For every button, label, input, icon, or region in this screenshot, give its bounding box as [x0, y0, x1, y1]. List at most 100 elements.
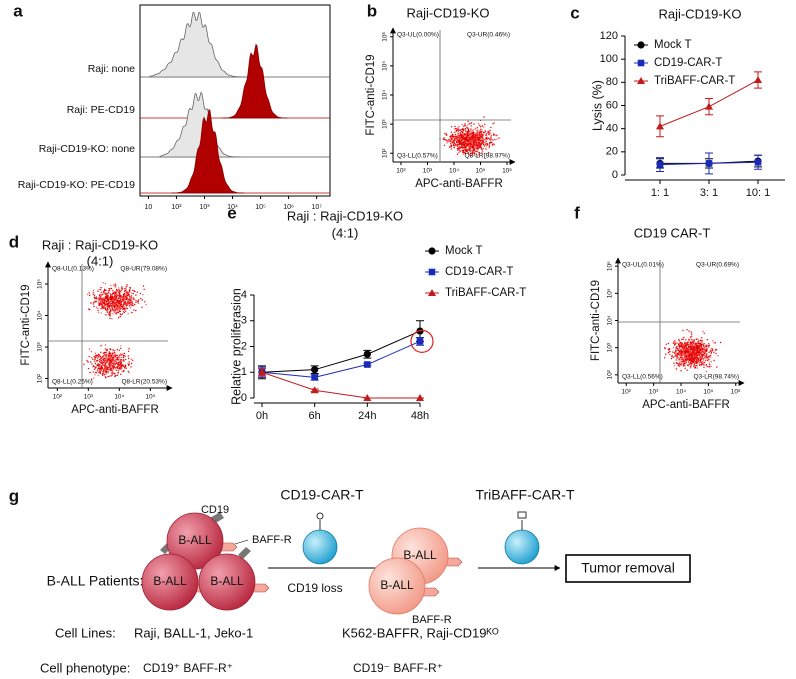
event-dot: [453, 145, 454, 146]
event-dot: [700, 340, 701, 341]
event-dot: [109, 290, 110, 291]
event-dot: [95, 301, 96, 302]
flow-title: CD19 CAR-T: [634, 225, 711, 240]
event-dot: [695, 347, 696, 348]
event-dot: [114, 355, 115, 356]
event-dot: [701, 354, 702, 355]
event-dot: [135, 302, 136, 303]
event-dot: [682, 346, 683, 347]
event-dot: [445, 140, 446, 141]
event-dot: [701, 364, 702, 365]
event-dot: [470, 128, 471, 129]
event-dot: [109, 362, 110, 363]
event-dot: [474, 139, 475, 140]
event-dot: [116, 297, 117, 298]
event-dot: [111, 310, 112, 311]
event-dot: [93, 302, 94, 303]
event-dot: [673, 357, 674, 358]
event-dot: [674, 365, 675, 366]
event-dot: [102, 304, 103, 305]
event-dot: [460, 142, 461, 143]
event-dot: [668, 343, 669, 344]
x-tick-label: 10³: [649, 389, 659, 396]
event-dot: [122, 371, 123, 372]
event-dot: [119, 350, 120, 351]
event-dot: [117, 305, 118, 306]
event-dot: [145, 304, 146, 305]
event-dot: [708, 347, 709, 348]
event-dot: [483, 139, 484, 140]
event-dot: [460, 147, 461, 148]
event-dot: [705, 346, 706, 347]
event-dot: [486, 141, 487, 142]
x-tick-label: 10⁶: [502, 168, 512, 175]
event-dot: [95, 353, 96, 354]
event-dot: [447, 140, 448, 141]
event-dot: [697, 351, 698, 352]
event-dot: [704, 357, 705, 358]
event-dot: [664, 347, 665, 348]
event-dot: [144, 301, 145, 302]
event-dot: [97, 291, 98, 292]
event-dot: [701, 345, 702, 346]
event-dot: [93, 365, 94, 366]
event-dot: [111, 288, 112, 289]
event-dot: [120, 353, 121, 354]
event-dot: [483, 138, 484, 139]
event-dot: [106, 290, 107, 291]
data-point: [705, 103, 713, 110]
event-dot: [128, 372, 129, 373]
quadrant-label: Q8-UR(79.08%): [120, 266, 167, 273]
event-dot: [120, 302, 121, 303]
event-dot: [477, 139, 478, 140]
event-dot: [94, 369, 95, 370]
event-dot: [128, 291, 129, 292]
event-dot: [681, 349, 682, 350]
event-dot: [108, 312, 109, 313]
event-dot: [110, 366, 111, 367]
event-dot: [685, 349, 686, 350]
event-dot: [100, 299, 101, 300]
pointer: [235, 540, 248, 544]
histogram-grey: [150, 12, 246, 77]
event-dot: [692, 349, 693, 350]
event-dot: [678, 352, 679, 353]
event-dot: [703, 359, 704, 360]
event-dot: [684, 354, 685, 355]
event-dot: [118, 292, 119, 293]
legend-marker: [428, 247, 435, 254]
row-value: Raji, BALL-1, Jeko-1: [134, 625, 253, 640]
event-dot: [706, 364, 707, 365]
legend-marker: [637, 41, 644, 48]
car-label: TriBAFF-CAR-T: [475, 487, 574, 503]
event-dot: [103, 364, 104, 365]
event-dot: [113, 297, 114, 298]
event-dot: [712, 348, 713, 349]
event-dot: [691, 344, 692, 345]
event-dot: [121, 368, 122, 369]
event-dot: [678, 357, 679, 358]
row-value: K562-BAFFR, Raji-CD19ᴷᴼ: [342, 625, 499, 640]
quadrant-label: Q3-LL(0.56%): [622, 374, 663, 381]
event-dot: [707, 356, 708, 357]
patients-label: B-ALL Patients:: [47, 573, 144, 589]
event-dot: [104, 290, 105, 291]
event-dot: [83, 364, 84, 365]
event-dot: [106, 366, 107, 367]
event-dot: [693, 366, 694, 367]
event-dot: [457, 129, 458, 130]
x-tick-label: 10⁵: [255, 204, 266, 211]
event-dot: [117, 368, 118, 369]
event-dot: [473, 140, 474, 141]
event-dot: [89, 292, 90, 293]
event-dot: [474, 149, 475, 150]
event-dot: [698, 341, 699, 342]
event-dot: [100, 287, 101, 288]
car-t-cell: [505, 530, 539, 564]
event-dot: [459, 151, 460, 152]
event-dot: [459, 142, 460, 143]
event-dot: [138, 303, 139, 304]
event-dot: [138, 299, 139, 300]
event-dot: [101, 367, 102, 368]
event-dot: [477, 141, 478, 142]
